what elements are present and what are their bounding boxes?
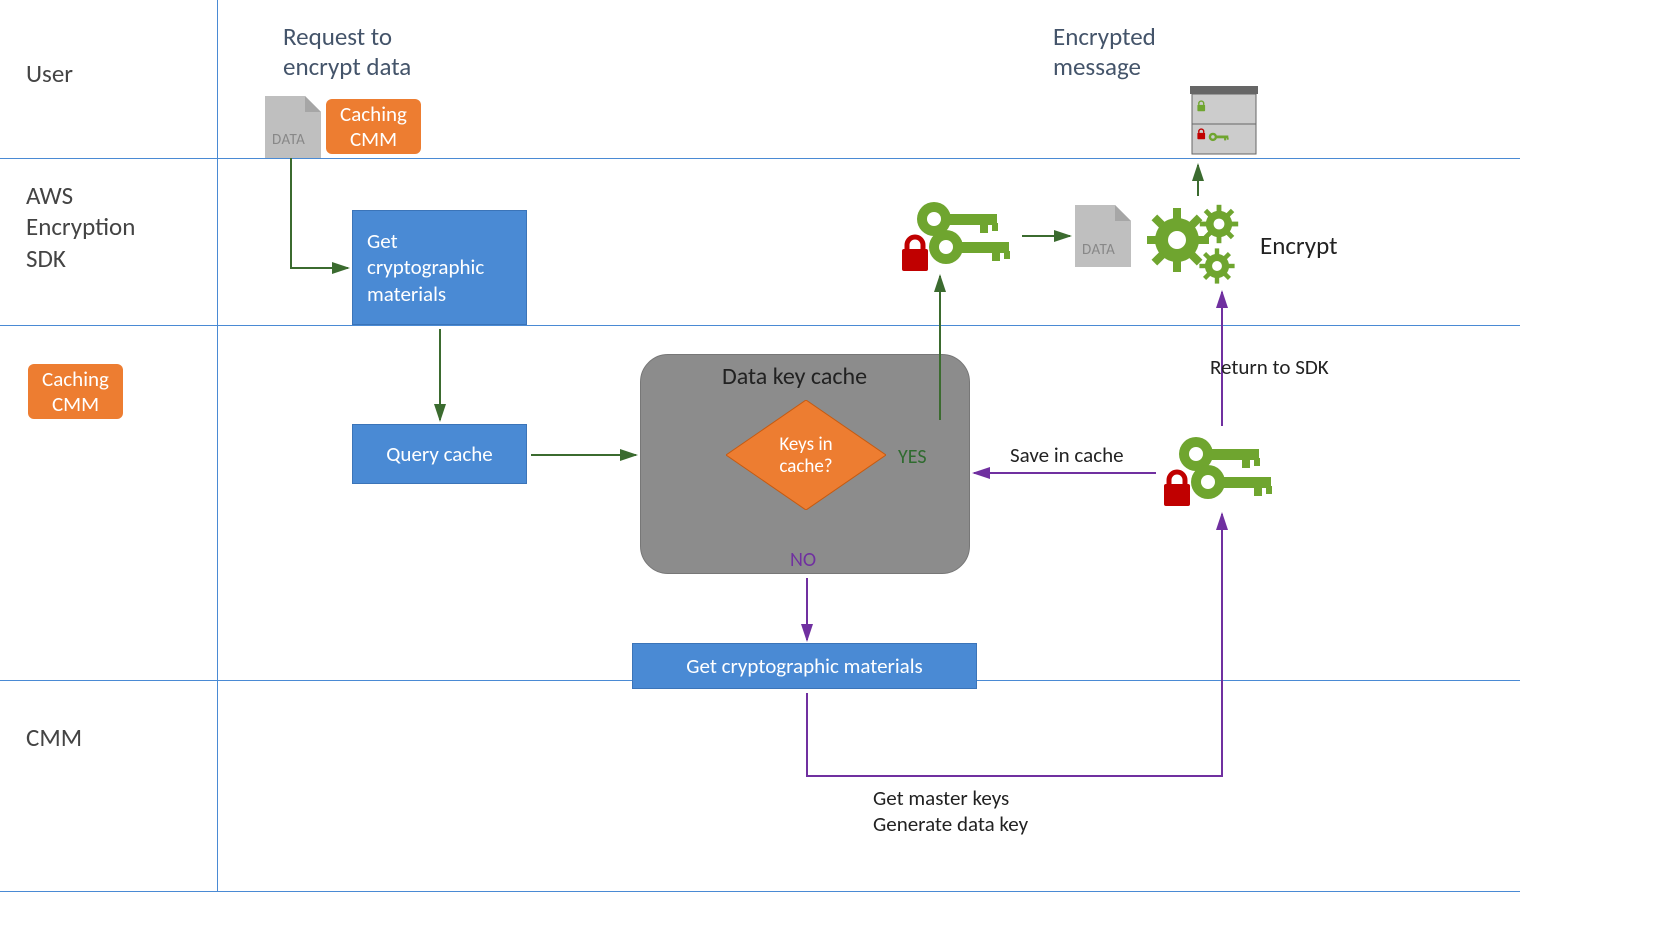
label-save-in-cache: Save in cache: [1010, 442, 1124, 468]
label-return-to-sdk: Return to SDK: [1210, 354, 1329, 380]
label-get-master: Get master keys Generate data key: [873, 785, 1028, 838]
label-get-master-2: Generate data key: [873, 811, 1028, 837]
label-get-master-1: Get master keys: [873, 785, 1009, 811]
arrow-cmm-right: [807, 514, 1222, 776]
arrow-user-to-get: [0, 0, 1678, 926]
